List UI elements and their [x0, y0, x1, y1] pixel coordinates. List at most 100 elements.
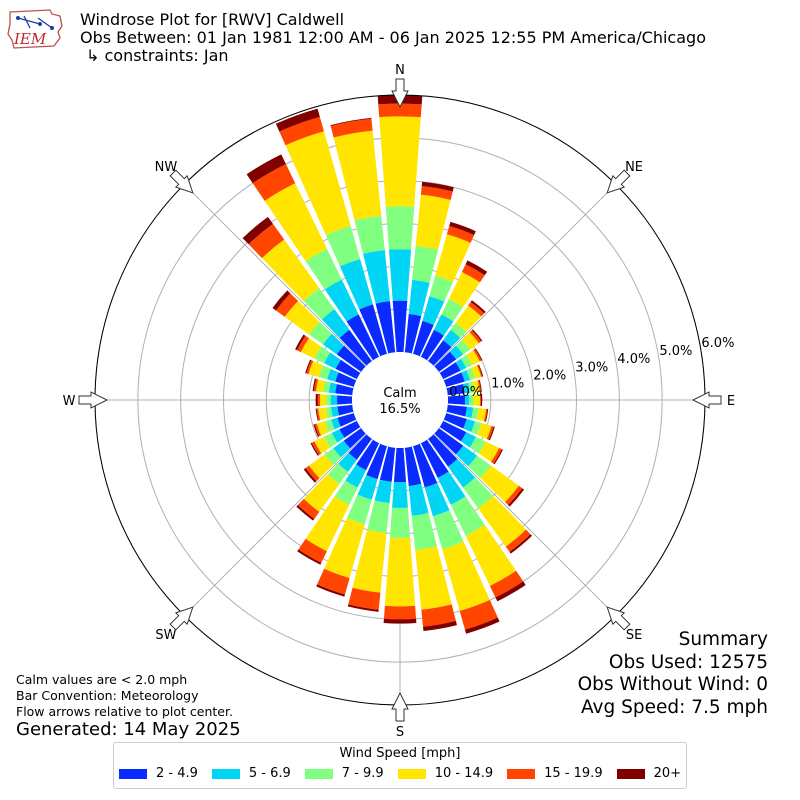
calm-circle	[352, 352, 448, 448]
windrose-bar-segment	[505, 529, 531, 552]
windrose-bar-segment	[272, 290, 291, 311]
windrose-bar-segment	[310, 442, 319, 456]
windrose-bar-segment	[462, 332, 479, 350]
windrose-bar-segment	[330, 118, 373, 138]
windrose-bar-segment	[478, 364, 484, 377]
flow-arrow-shape	[606, 606, 631, 631]
windrose-bar-segment	[477, 380, 481, 392]
windrose-bar-segment	[421, 604, 456, 627]
legend-item: 5 - 6.9	[211, 766, 291, 781]
footnote: Calm values are < 2.0 mph Bar Convention…	[16, 672, 233, 720]
grid-spoke	[433, 183, 617, 367]
windrose-bar-segment	[415, 194, 451, 250]
windrose-bar-segment	[246, 154, 286, 184]
windrose-bar-segment	[480, 465, 519, 503]
windrose-bar-segment	[348, 587, 381, 610]
flow-arrow-shape	[169, 606, 194, 631]
windrose-bar-segment	[327, 463, 349, 485]
windrose-bar-segment	[392, 300, 408, 353]
windrose-bar-segment	[471, 421, 482, 435]
windrose-bar-segment	[473, 348, 482, 362]
legend-label: 15 - 19.9	[544, 766, 603, 781]
windrose-bar-segment	[374, 479, 392, 504]
windrose-bar-segment	[279, 116, 324, 146]
windrose-bar-segment	[466, 368, 476, 381]
radial-tick-label: 6.0%	[701, 336, 734, 351]
windrose-bar-segment	[413, 443, 438, 488]
windrose-bar-segment	[297, 498, 320, 519]
windrose-bar-segment	[354, 215, 385, 254]
windrose-bar-segment	[338, 452, 357, 472]
windrose-bar-segment	[424, 482, 450, 517]
radial-tick-label: 4.0%	[617, 352, 650, 367]
windrose-bar-segment	[408, 483, 429, 516]
direction-label: SE	[626, 628, 642, 643]
windrose-bar-segment	[442, 541, 490, 612]
windrose-bar-segment	[429, 275, 454, 302]
windrose-bar-segment	[367, 500, 390, 533]
windrose-bar-segment	[357, 475, 378, 500]
windrose-bar-segment	[480, 393, 483, 407]
windrose-bar-segment	[327, 368, 339, 382]
windrose-bar-segment	[275, 293, 299, 317]
windrose-bar-segment	[455, 305, 482, 332]
windrose-bar-segment	[449, 221, 476, 236]
windrose-bar-segment	[471, 329, 483, 342]
windrose-bar-segment	[509, 534, 533, 554]
legend-item: 20+	[616, 766, 682, 781]
windrose-bar-segment	[408, 279, 430, 317]
radial-tick-label: 5.0%	[659, 344, 692, 359]
windrose-bar-segment	[433, 314, 454, 336]
windrose-bar-segment	[324, 433, 338, 448]
windrose-bar-segment	[308, 361, 324, 378]
flow-arrow-shape	[78, 391, 109, 409]
windrose-bar-segment	[434, 351, 457, 372]
direction-label: S	[396, 725, 404, 740]
windrose-bar-segment	[379, 446, 396, 482]
windrose-bar-segment	[463, 418, 476, 432]
windrose-bar-segment	[465, 260, 488, 276]
windrose-bar-segment	[463, 382, 470, 394]
windrose-bar-segment	[450, 322, 467, 338]
legend-label: 10 - 14.9	[434, 766, 494, 781]
windrose-bar-segment	[385, 206, 415, 250]
legend-swatch	[304, 768, 333, 779]
windrose-bar-segment	[346, 494, 372, 525]
windrose-bar-segment	[328, 382, 337, 394]
windrose-bar-segment	[388, 249, 412, 301]
chart-subtitle-constraints: ↳ constraints: Jan	[86, 46, 229, 65]
windrose-bar-segment	[319, 394, 327, 406]
windrose-bar-segment	[389, 507, 411, 538]
direction-label: E	[727, 394, 735, 409]
windrose-bar-segment	[314, 346, 331, 364]
windrose-bar-segment	[485, 408, 489, 422]
footnote-flow: Flow arrows relative to plot center.	[16, 704, 233, 719]
windrose-bar-segment	[316, 379, 326, 393]
windrose-bar-segment	[411, 512, 437, 551]
legend: Wind Speed [mph] 2 - 4.9 5 - 6.9 7 - 9.9 10…	[113, 742, 687, 789]
windrose-bar-segment	[473, 394, 481, 406]
windrose-bar-segment	[305, 496, 350, 552]
summary-panel: Summary Obs Used: 12575 Obs Without Wind…	[578, 629, 768, 719]
windrose-bar-segment	[315, 408, 319, 421]
windrose-bar-segment	[422, 296, 445, 325]
flow-arrow-shape	[691, 391, 722, 409]
windrose-bar-segment	[297, 335, 309, 353]
windrose-bar-segment	[347, 604, 379, 612]
windrose-bar-segment	[295, 334, 306, 351]
windrose-bar-segment	[339, 420, 361, 438]
windrose-bar-segment	[316, 408, 321, 421]
calm-label: Calm	[383, 386, 416, 401]
windrose-bar-segment	[324, 518, 365, 579]
windrose-bar-segment	[325, 407, 333, 419]
flow-arrow-icon	[691, 391, 722, 409]
radial-tick-label: 0.0%	[449, 385, 482, 400]
windrose-bar-segment	[303, 288, 335, 320]
legend-label: 20+	[653, 766, 682, 781]
windrose-bar-segment	[476, 422, 492, 439]
windrose-bar-segment	[404, 313, 422, 354]
windrose-bar-segment	[252, 163, 296, 201]
windrose-bar-segment	[508, 488, 525, 507]
windrose-bar-segment	[439, 420, 467, 442]
